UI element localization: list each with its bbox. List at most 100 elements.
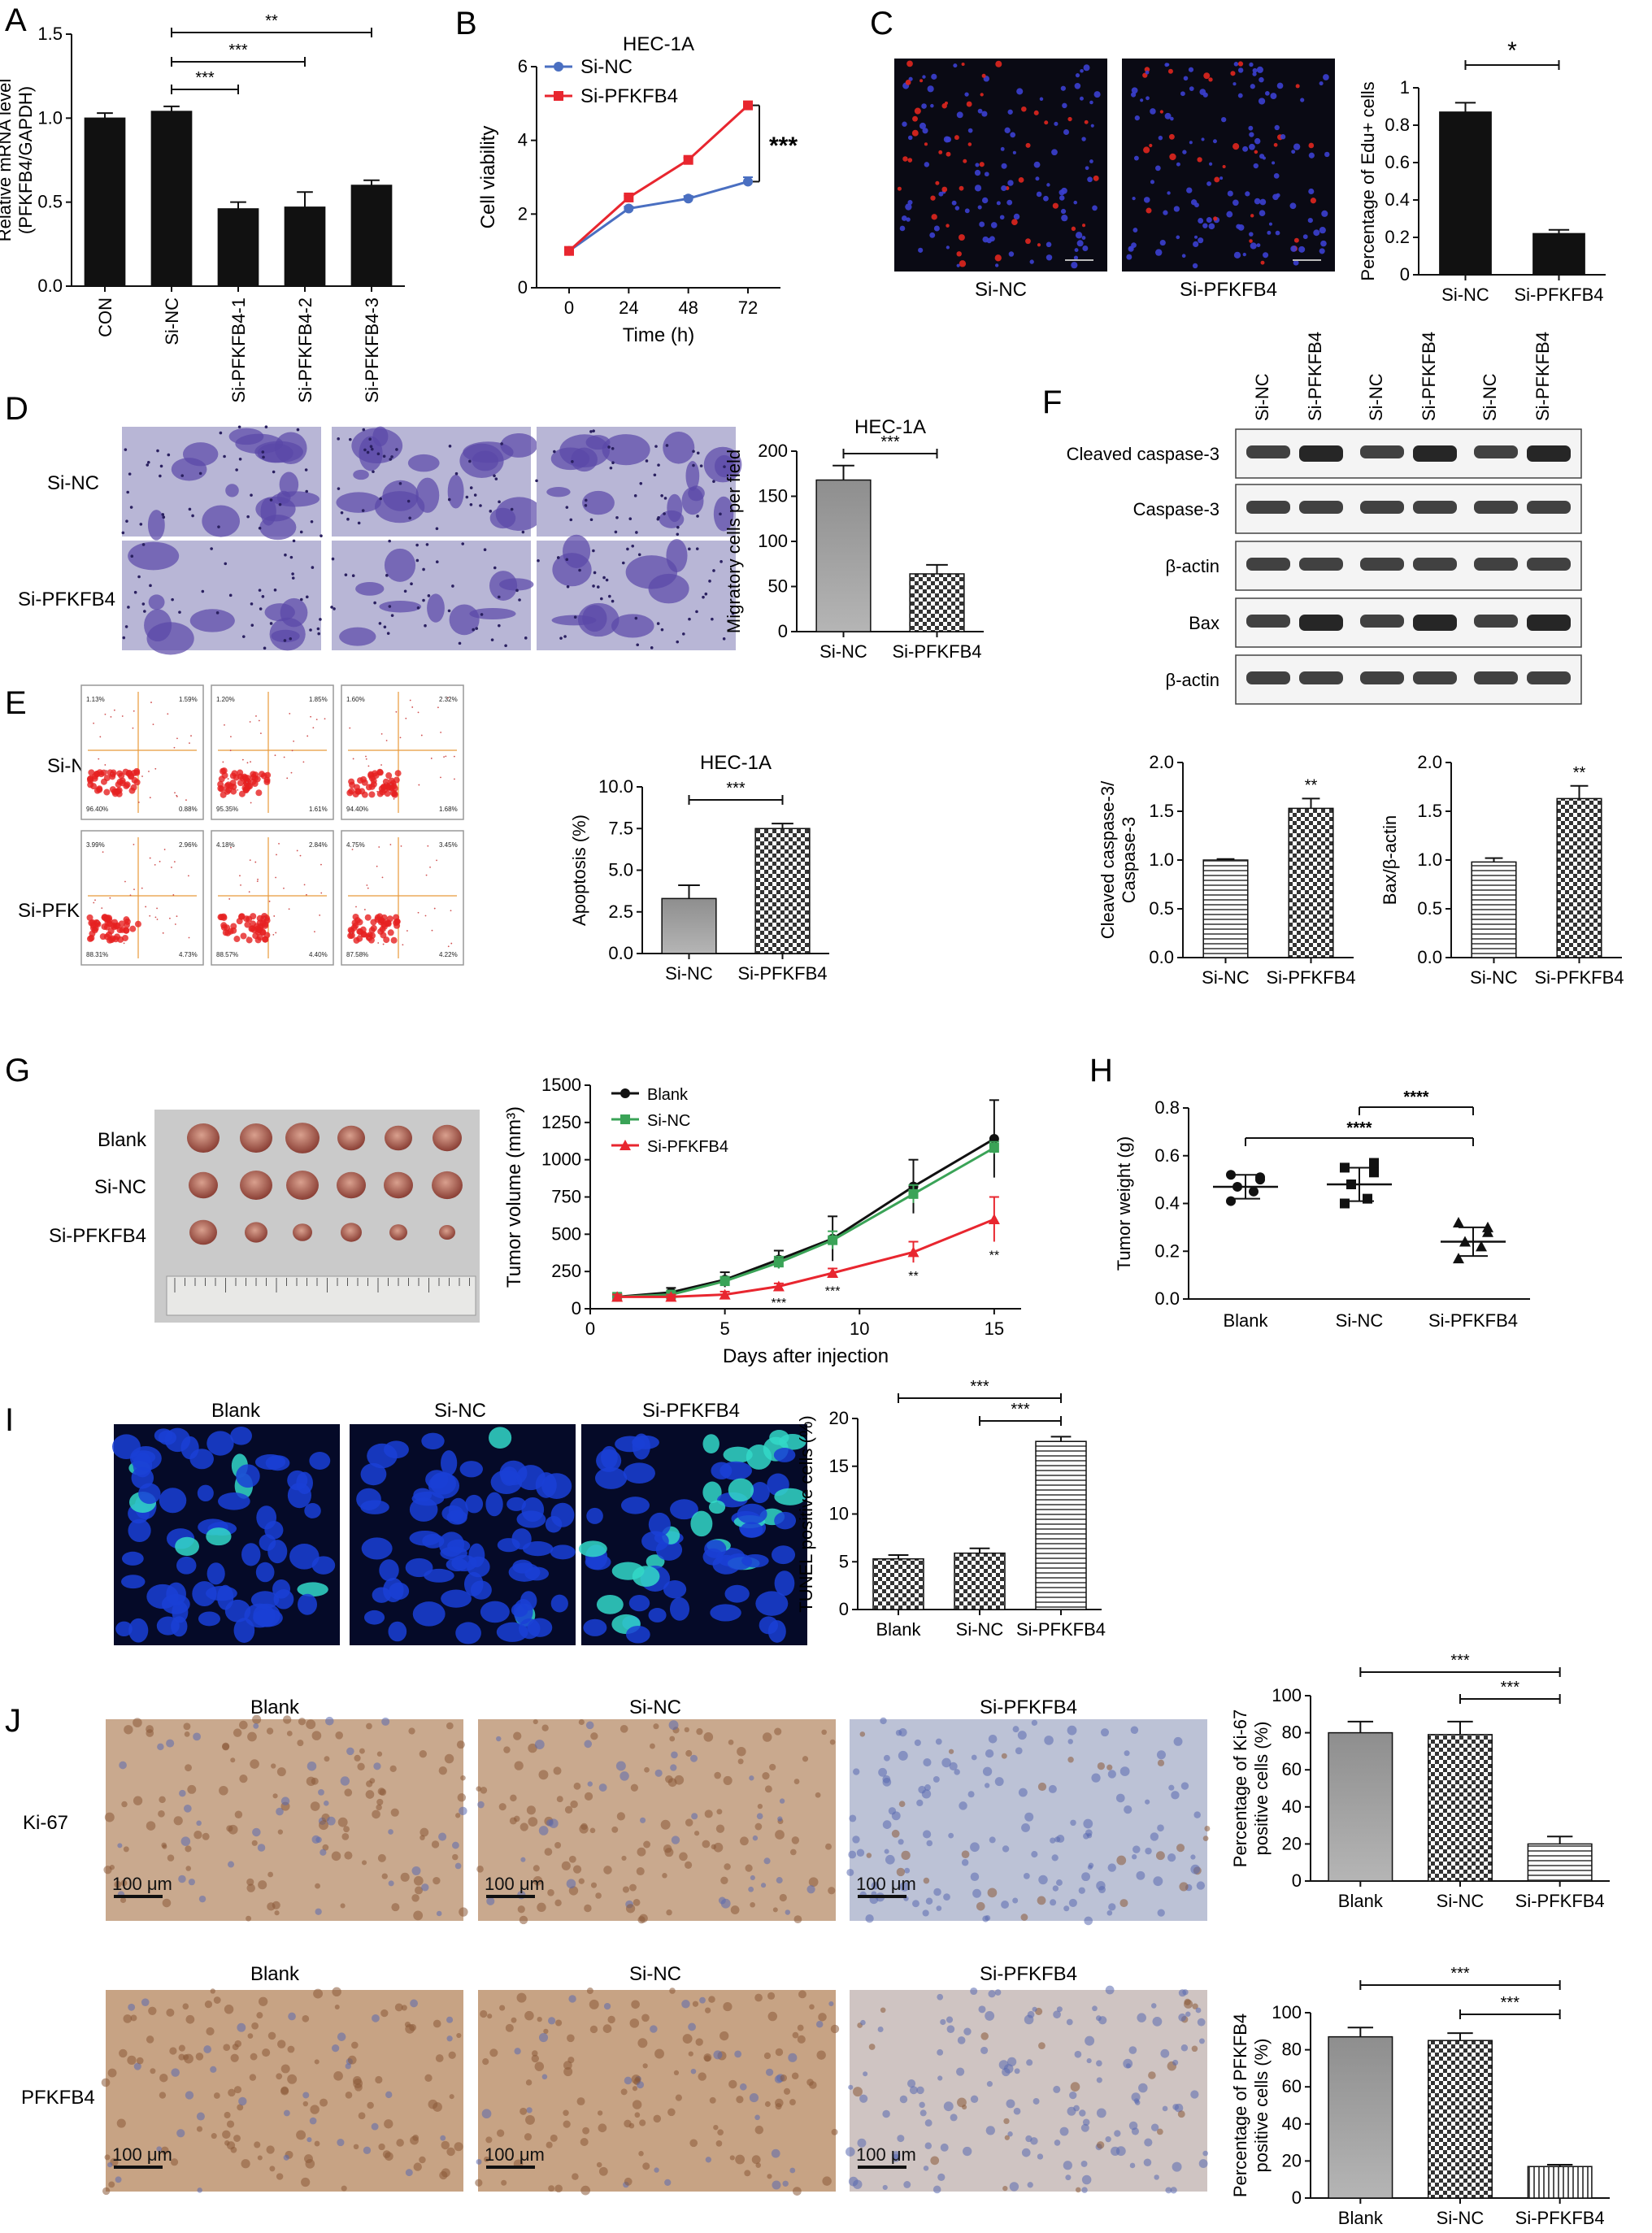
bar: [1471, 861, 1517, 958]
data-point: [1340, 1198, 1350, 1209]
svg-text:3.99%: 3.99%: [86, 841, 105, 849]
series-point: [624, 203, 634, 214]
series-point: [827, 1267, 839, 1278]
y-tick-label: 0: [839, 1599, 849, 1619]
j-label-blank-1: Blank: [250, 1696, 300, 1718]
y-tick-label: 60: [1282, 2076, 1302, 2096]
significance-label: ***: [880, 433, 900, 451]
series-point: [772, 1280, 785, 1292]
y-tick-label: 100: [1272, 2002, 1302, 2022]
x-tick-label: Si-PFKFB4-1: [228, 298, 249, 403]
j-label-si-pfkfb4-1: Si-PFKFB4: [980, 1696, 1077, 1718]
bar: [1202, 859, 1249, 958]
x-tick-label: Si-NC: [956, 1619, 1004, 1640]
y-tick-label: 0: [1400, 264, 1410, 285]
svg-text:3.45%: 3.45%: [439, 841, 458, 849]
blot-lane-label: Si-NC: [1480, 373, 1500, 421]
y-tick-label: 0: [1292, 1870, 1302, 1891]
y-tick-label: 20: [1282, 2150, 1302, 2170]
x-tick-label: Si-NC: [819, 641, 867, 662]
y-tick-label: 0.4: [1385, 189, 1410, 210]
tunel-tiles: [112, 1424, 807, 1645]
x-axis-label: Days after injection: [723, 1345, 889, 1367]
y-tick-label: 80: [1282, 2040, 1302, 2060]
y-tick-label: 50: [768, 576, 788, 597]
y-tick-label: 0.4: [1154, 1193, 1180, 1214]
y-tick-label: 1500: [541, 1075, 581, 1095]
y-axis-label: Migratory cells per field: [724, 450, 744, 633]
bar: [1427, 2040, 1493, 2199]
y-tick-label: 0.8: [1154, 1097, 1180, 1118]
edu-image-si-pfkfb4: [1122, 59, 1335, 272]
y-tick-label: 15: [829, 1456, 849, 1476]
panel-letter-i: I: [5, 1402, 14, 1438]
blot-row-label: Bax: [1189, 613, 1219, 633]
x-tick-label: Si-NC: [1437, 2208, 1485, 2228]
series-point: [907, 1246, 919, 1258]
y-tick-label: 0.0: [1417, 947, 1442, 967]
y-tick-label: 4: [518, 130, 528, 150]
y-axis-label: Percentage of Edu+ cells: [1358, 81, 1378, 280]
series-point: [743, 100, 753, 111]
x-tick-label: Si-NC: [1336, 1310, 1384, 1331]
data-point: [1453, 1253, 1464, 1264]
bar: [872, 1557, 924, 1610]
d-row-label-si-nc: Si-NC: [47, 472, 99, 494]
i-label-si-nc: Si-NC: [434, 1400, 486, 1422]
charts: 0.0 0.5 1.0 1.5 Relative mRNA level(PFKFB4/G…: [0, 12, 1624, 2228]
x-tick-label: Si-NC: [1202, 967, 1250, 988]
x-tick-label: Si-NC: [665, 963, 713, 984]
legend-marker: [620, 1114, 630, 1124]
x-tick-label: Si-PFKFB4-3: [362, 298, 382, 403]
transwell-tiles: [121, 425, 742, 655]
bar: [1328, 1731, 1393, 1882]
panel-letter-j: J: [5, 1703, 21, 1739]
x-tick-label: Blank: [1338, 2208, 1384, 2228]
bar: [284, 206, 326, 287]
significance-label: ****: [1346, 1119, 1372, 1137]
edu-label-si-nc: Si-NC: [975, 279, 1027, 301]
significance-label: ***: [1501, 1994, 1520, 2012]
y-tick-label: 5.0: [608, 860, 633, 880]
panel-f-blot: Si-NC Si-PFKFB4 Si-NC Si-PFKFB4 Si-NC Si-PFKF…: [1067, 332, 1582, 705]
series-point: [564, 245, 574, 256]
y-tick-label: 0: [518, 277, 528, 298]
significance-label: *: [1507, 37, 1517, 64]
x-tick-label: Si-NC: [1437, 1891, 1485, 1911]
x-tick-label: Blank: [876, 1619, 921, 1640]
j-row-label-pfkfb4: PFKFB4: [21, 2087, 95, 2109]
svg-text:96.40%: 96.40%: [86, 806, 108, 813]
data-point: [1369, 1167, 1379, 1178]
panel-d-images: Si-NC Si-PFKFB4: [18, 425, 742, 655]
g-row-label-si-nc: Si-NC: [94, 1176, 146, 1198]
y-tick-label: 0.6: [1154, 1145, 1180, 1166]
svg-text:0.88%: 0.88%: [179, 806, 198, 813]
x-axis-label: Time (h): [623, 324, 694, 346]
legend-marker: [620, 1088, 630, 1098]
y-tick-label: 0.8: [1385, 115, 1410, 135]
y-tick-label: 40: [1282, 2114, 1302, 2134]
significance-label: ***: [195, 69, 215, 87]
bar: [217, 208, 259, 287]
svg-text:1.20%: 1.20%: [216, 696, 235, 703]
series-point: [989, 1143, 999, 1153]
legend-label: Si-PFKFB4: [647, 1138, 728, 1156]
panel-letter-d: D: [5, 391, 28, 427]
svg-text:94.40%: 94.40%: [346, 806, 368, 813]
y-tick-label: 0.0: [37, 276, 63, 296]
bar: [1427, 1734, 1493, 1882]
series-point: [624, 192, 634, 202]
series-point: [743, 176, 753, 187]
y-tick-label: 20: [829, 1408, 849, 1428]
svg-text:1.59%: 1.59%: [179, 696, 198, 703]
bar: [84, 117, 126, 287]
blot-row-label: Cleaved caspase-3: [1067, 444, 1219, 464]
x-tick-label: Si-PFKFB4: [1514, 285, 1603, 305]
svg-text:1.60%: 1.60%: [346, 696, 365, 703]
chart-D: 0 50 100 150 200 HEC-1A Migratory cells per fi…: [724, 416, 984, 662]
svg-text:2.32%: 2.32%: [439, 696, 458, 703]
y-tick-label: 1000: [541, 1149, 581, 1170]
data-point: [1453, 1217, 1464, 1227]
panel-j-images: Blank Si-NC Si-PFKFB4 Blank Si-NC Si-PFK…: [21, 1696, 1211, 2196]
